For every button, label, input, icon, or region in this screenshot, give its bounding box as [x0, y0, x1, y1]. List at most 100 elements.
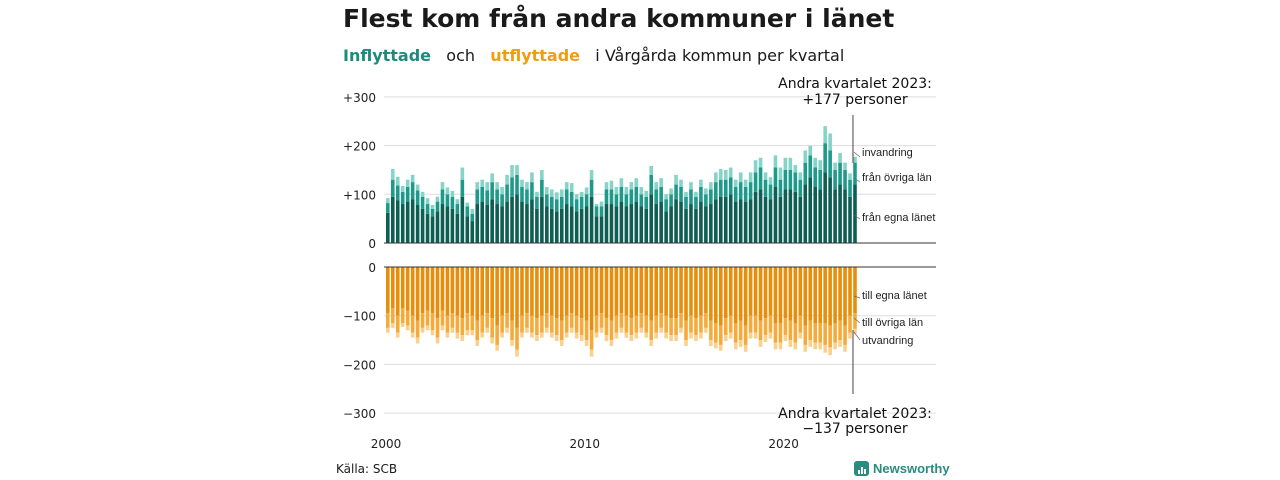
bar-out-0: [410, 267, 415, 316]
bar-in-1: [798, 179, 803, 197]
bar-in-0: [783, 189, 788, 243]
bar-out-1: [733, 323, 738, 343]
bar-out-2: [435, 337, 440, 344]
bar-in-1: [455, 204, 460, 214]
bar-out-1: [569, 313, 574, 328]
bar-out-1: [773, 323, 778, 343]
bar-out-2: [823, 344, 827, 353]
bar-out-1: [410, 315, 415, 333]
bar-in-2: [674, 174, 678, 185]
bar-in-0: [803, 184, 808, 243]
bar-out-2: [564, 332, 569, 338]
bar-in-1: [733, 186, 738, 202]
bar-out-2: [579, 335, 584, 342]
bar-in-0: [634, 201, 639, 243]
bar-in-2: [554, 192, 559, 200]
bar-out-2: [699, 332, 703, 339]
bar-in-0: [400, 204, 405, 243]
bar-in-2: [559, 189, 564, 197]
chart-subtitle: Inflyttade och utflyttade i Vårgårda kom…: [343, 46, 844, 65]
bar-in-0: [490, 199, 494, 243]
bar-out-1: [748, 315, 753, 333]
bar-in-0: [684, 208, 688, 243]
bar-in-0: [828, 177, 832, 243]
bar-in-2: [743, 179, 748, 187]
bar-in-1: [689, 189, 693, 205]
bar-out-1: [490, 318, 494, 338]
bar-in-1: [664, 199, 668, 212]
bar-in-0: [629, 204, 634, 243]
bar-in-0: [763, 196, 768, 243]
bar-in-0: [843, 189, 847, 243]
bar-out-2: [550, 332, 554, 338]
bar-in-1: [420, 196, 425, 209]
bar-out-1: [420, 313, 425, 328]
bar-out-2: [848, 332, 852, 339]
bar-out-0: [470, 267, 475, 316]
bar-out-2: [465, 330, 470, 336]
bar-in-1: [853, 162, 857, 185]
bar-in-0: [654, 204, 658, 243]
y-tick-label: −100: [343, 310, 376, 324]
bar-out-2: [718, 344, 723, 351]
bar-in-2: [788, 157, 793, 170]
bar-out-0: [460, 267, 465, 319]
bar-in-1: [450, 196, 455, 209]
bar-out-2: [803, 344, 808, 352]
bar-out-1: [738, 320, 743, 341]
bar-out-0: [694, 267, 698, 319]
label-pointer: [853, 214, 861, 220]
y-tick-label: 0: [368, 261, 376, 275]
series-label-in: från övriga län: [862, 172, 932, 184]
bar-in-0: [554, 211, 559, 243]
subtitle-rest: i Vårgårda kommun per kvartal: [595, 46, 845, 65]
bar-in-2: [803, 150, 808, 163]
bar-in-0: [594, 216, 599, 243]
bar-in-2: [778, 167, 783, 180]
bar-out-0: [634, 267, 639, 316]
bar-in-0: [540, 196, 544, 243]
bar-out-0: [535, 267, 539, 319]
bar-in-2: [505, 174, 509, 185]
bar-in-2: [664, 194, 668, 200]
bar-in-1: [405, 186, 410, 202]
bar-in-0: [723, 196, 728, 243]
bar-out-0: [540, 267, 544, 316]
bar-in-1: [783, 169, 788, 190]
bar-in-1: [699, 186, 703, 202]
bar-in-2: [480, 179, 485, 187]
bar-in-0: [445, 206, 450, 243]
bar-out-1: [848, 315, 852, 333]
bar-out-1: [574, 315, 579, 333]
bar-in-0: [614, 206, 619, 243]
bar-out-2: [445, 332, 450, 338]
bar-in-1: [495, 189, 499, 205]
bar-out-2: [525, 327, 529, 333]
bar-in-2: [793, 165, 798, 173]
bar-out-2: [614, 332, 619, 339]
bar-out-2: [818, 342, 822, 350]
bar-in-1: [535, 196, 539, 209]
bar-in-0: [579, 208, 584, 243]
bar-out-1: [684, 320, 688, 341]
bar-in-2: [669, 188, 673, 195]
bar-out-0: [763, 267, 768, 319]
bar-in-2: [709, 182, 713, 190]
bar-in-2: [728, 167, 733, 178]
bar-in-2: [639, 186, 644, 195]
bar-out-0: [425, 267, 430, 311]
bar-in-2: [763, 172, 768, 180]
bar-in-2: [773, 155, 778, 168]
bar-out-1: [405, 310, 410, 326]
bar-out-2: [440, 325, 445, 331]
bar-out-0: [709, 267, 713, 321]
bar-in-2: [699, 179, 703, 187]
bar-in-0: [430, 216, 435, 243]
label-pointer: [853, 317, 861, 324]
bar-out-1: [500, 315, 504, 333]
bar-out-0: [723, 267, 728, 319]
label-pointer: [853, 151, 861, 158]
bar-out-2: [828, 347, 832, 356]
bar-in-1: [490, 182, 494, 200]
bar-in-0: [530, 199, 534, 243]
